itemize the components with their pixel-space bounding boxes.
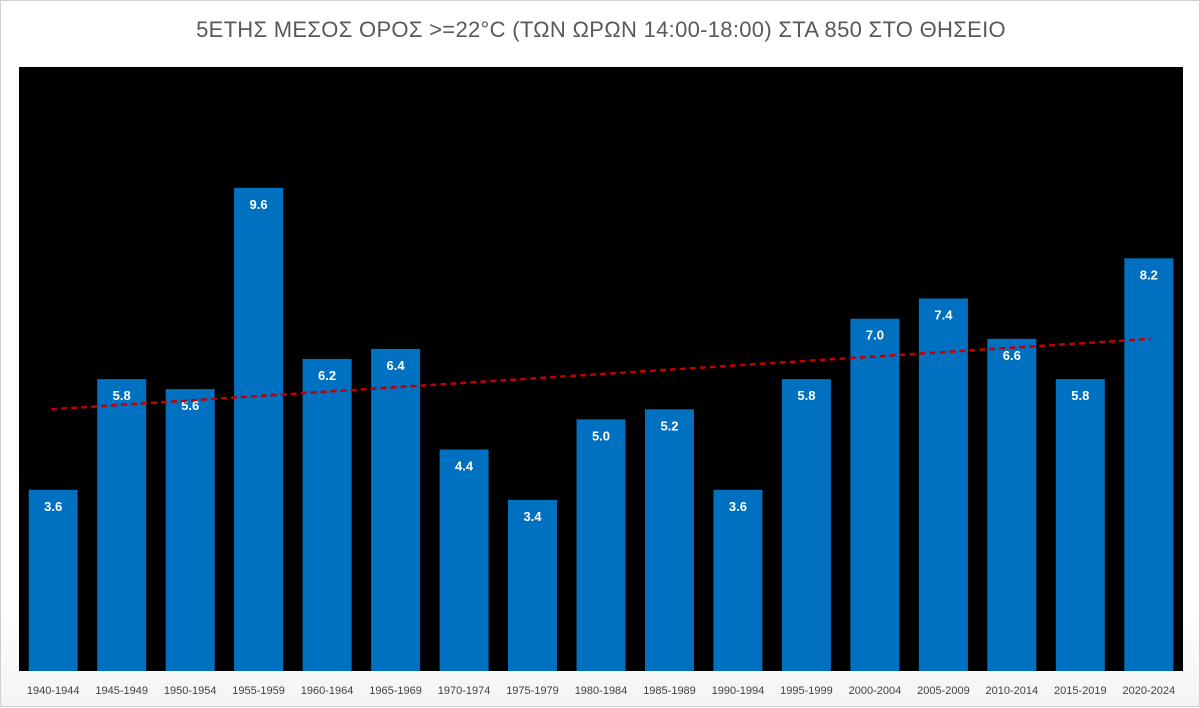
x-tick-label-2010-2014: 2010-2014	[985, 685, 1038, 697]
x-tick-label-1960-1964: 1960-1964	[301, 685, 354, 697]
bar-1980-1984	[576, 419, 626, 671]
data-label-1985-1989: 5.2	[660, 418, 678, 433]
data-label-1980-1984: 5.0	[592, 428, 610, 443]
x-tick-label-1985-1989: 1985-1989	[643, 685, 696, 697]
bar-1990-1994	[713, 489, 763, 671]
bar-1985-1989	[645, 409, 694, 671]
bar-1955-1959	[234, 187, 284, 672]
x-tick-label-1965-1969: 1965-1969	[369, 685, 422, 697]
chart-title: 5ΕΤΗΣ ΜΕΣΟΣ ΟΡΟΣ >=22°C (ΤΩΝ ΩΡΩΝ 14:00-…	[196, 17, 1006, 42]
x-tick-label-1945-1949: 1945-1949	[95, 685, 148, 697]
x-tick-label-1950-1954: 1950-1954	[164, 685, 217, 697]
x-tick-label-1990-1994: 1990-1994	[712, 685, 765, 697]
x-tick-label-2020-2024: 2020-2024	[1122, 685, 1175, 697]
bar-2000-2004	[850, 318, 900, 671]
data-label-1940-1944: 3.6	[44, 499, 62, 514]
bar-2015-2019	[1055, 379, 1105, 671]
bar-1975-1979	[508, 499, 557, 671]
bar-1995-1999	[781, 379, 831, 671]
data-label-1995-1999: 5.8	[797, 388, 815, 403]
bar-1945-1949	[97, 379, 147, 671]
x-tick-label-1955-1959: 1955-1959	[232, 685, 285, 697]
x-tick-label-1940-1944: 1940-1944	[27, 685, 80, 697]
data-label-2010-2014: 6.6	[1003, 348, 1021, 363]
bar-1950-1954	[165, 389, 215, 671]
x-tick-label-2015-2019: 2015-2019	[1054, 685, 1107, 697]
data-label-1970-1974: 4.4	[455, 459, 474, 474]
bar-2010-2014	[987, 338, 1037, 671]
data-label-2005-2009: 7.4	[934, 308, 953, 323]
bar-1940-1944	[28, 489, 78, 671]
bar-1960-1964	[302, 358, 352, 671]
data-label-1945-1949: 5.8	[113, 388, 131, 403]
data-label-2015-2019: 5.8	[1071, 388, 1089, 403]
bar-1965-1969	[371, 348, 421, 671]
linear-trendline	[51, 337, 1151, 411]
data-label-2000-2004: 7.0	[866, 328, 884, 343]
x-tick-label-2000-2004: 2000-2004	[849, 685, 902, 697]
data-label-1990-1994: 3.6	[729, 499, 747, 514]
data-label-1955-1959: 9.6	[250, 197, 268, 212]
bar-2020-2024	[1124, 258, 1174, 671]
data-label-1965-1969: 6.4	[387, 358, 406, 373]
data-label-1960-1964: 6.2	[318, 368, 336, 383]
x-tick-label-1975-1979: 1975-1979	[506, 685, 559, 697]
data-label-1975-1979: 3.4	[523, 509, 542, 524]
x-tick-label-1995-1999: 1995-1999	[780, 685, 833, 697]
x-tick-label-2005-2009: 2005-2009	[917, 685, 970, 697]
bar-2005-2009	[918, 298, 968, 671]
data-label-2020-2024: 8.2	[1140, 267, 1158, 282]
x-tick-label-1980-1984: 1980-1984	[575, 685, 628, 697]
x-tick-label-1970-1974: 1970-1974	[438, 685, 491, 697]
bar-1970-1974	[439, 449, 489, 671]
